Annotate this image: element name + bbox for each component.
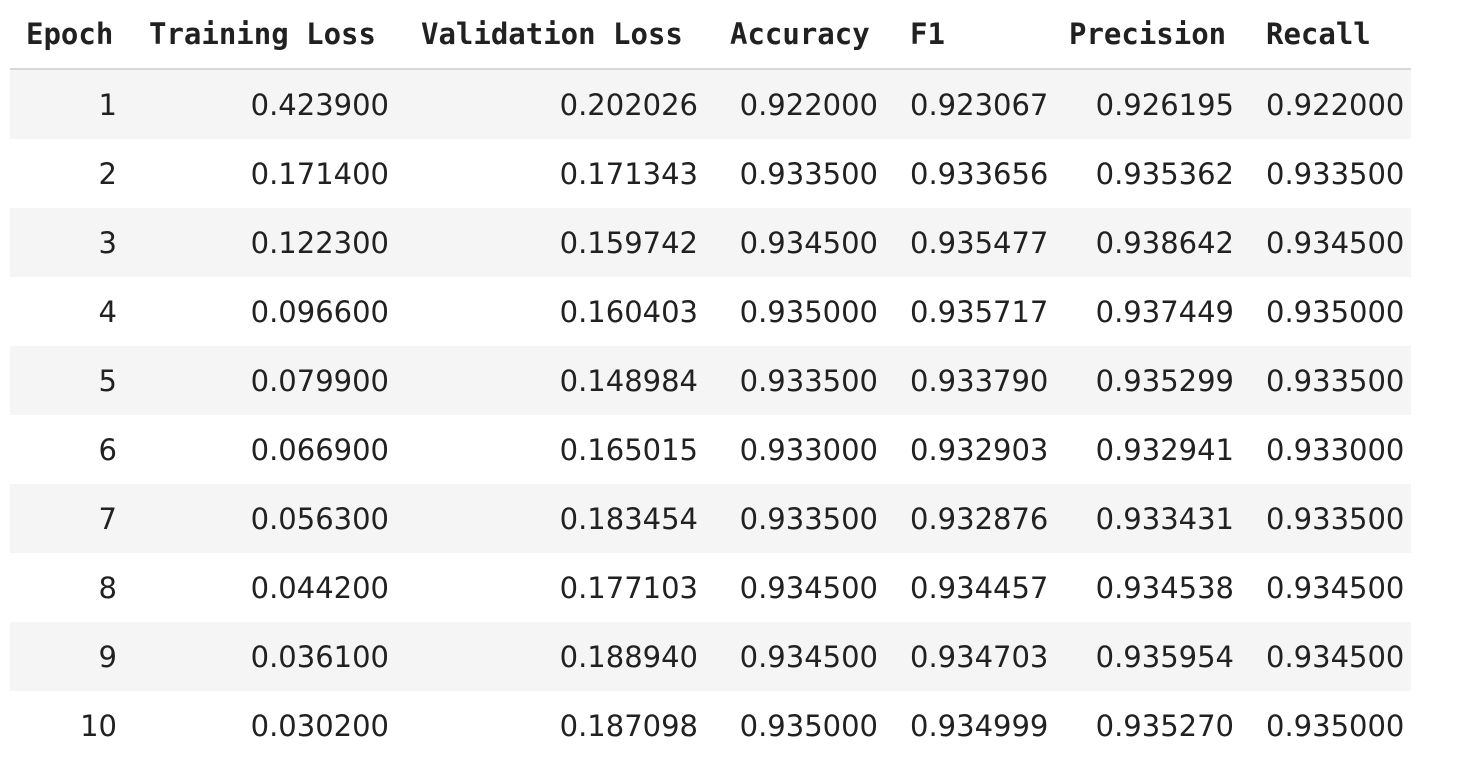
cell-validation-loss: 0.187098 bbox=[405, 691, 714, 760]
cell-f1: 0.933656 bbox=[894, 139, 1053, 208]
table-row: 8 0.044200 0.177103 0.934500 0.934457 0.… bbox=[10, 553, 1411, 622]
table-header-row: Epoch Training Loss Validation Loss Accu… bbox=[10, 0, 1411, 70]
table-row: 9 0.036100 0.188940 0.934500 0.934703 0.… bbox=[10, 622, 1411, 691]
cell-epoch: 7 bbox=[10, 484, 133, 553]
cell-training-loss: 0.030200 bbox=[133, 691, 405, 760]
cell-f1: 0.935477 bbox=[894, 208, 1053, 277]
cell-recall: 0.934500 bbox=[1250, 208, 1411, 277]
cell-validation-loss: 0.148984 bbox=[405, 346, 714, 415]
cell-training-loss: 0.096600 bbox=[133, 277, 405, 346]
cell-accuracy: 0.933500 bbox=[714, 484, 894, 553]
cell-recall: 0.934500 bbox=[1250, 553, 1411, 622]
cell-training-loss: 0.044200 bbox=[133, 553, 405, 622]
cell-epoch: 1 bbox=[10, 69, 133, 139]
cell-recall: 0.933500 bbox=[1250, 139, 1411, 208]
cell-recall: 0.933000 bbox=[1250, 415, 1411, 484]
cell-epoch: 2 bbox=[10, 139, 133, 208]
cell-accuracy: 0.933500 bbox=[714, 346, 894, 415]
cell-validation-loss: 0.159742 bbox=[405, 208, 714, 277]
cell-validation-loss: 0.183454 bbox=[405, 484, 714, 553]
column-header-training-loss: Training Loss bbox=[133, 0, 405, 70]
column-header-accuracy: Accuracy bbox=[714, 0, 894, 70]
cell-f1: 0.934457 bbox=[894, 553, 1053, 622]
table-row: 7 0.056300 0.183454 0.933500 0.932876 0.… bbox=[10, 484, 1411, 553]
cell-epoch: 10 bbox=[10, 691, 133, 760]
metrics-table: Epoch Training Loss Validation Loss Accu… bbox=[10, 0, 1411, 760]
cell-training-loss: 0.079900 bbox=[133, 346, 405, 415]
column-header-precision: Precision bbox=[1053, 0, 1250, 70]
cell-accuracy: 0.935000 bbox=[714, 691, 894, 760]
table-row: 10 0.030200 0.187098 0.935000 0.934999 0… bbox=[10, 691, 1411, 760]
cell-recall: 0.935000 bbox=[1250, 691, 1411, 760]
cell-precision: 0.934538 bbox=[1053, 553, 1250, 622]
cell-precision: 0.935954 bbox=[1053, 622, 1250, 691]
cell-epoch: 5 bbox=[10, 346, 133, 415]
cell-validation-loss: 0.171343 bbox=[405, 139, 714, 208]
column-header-f1: F1 bbox=[894, 0, 1053, 70]
column-header-recall: Recall bbox=[1250, 0, 1411, 70]
cell-recall: 0.933500 bbox=[1250, 484, 1411, 553]
column-header-epoch: Epoch bbox=[10, 0, 133, 70]
column-header-validation-loss: Validation Loss bbox=[405, 0, 714, 70]
cell-accuracy: 0.934500 bbox=[714, 553, 894, 622]
cell-precision: 0.935299 bbox=[1053, 346, 1250, 415]
cell-epoch: 9 bbox=[10, 622, 133, 691]
cell-validation-loss: 0.160403 bbox=[405, 277, 714, 346]
cell-recall: 0.934500 bbox=[1250, 622, 1411, 691]
cell-training-loss: 0.423900 bbox=[133, 69, 405, 139]
cell-epoch: 4 bbox=[10, 277, 133, 346]
cell-precision: 0.933431 bbox=[1053, 484, 1250, 553]
cell-validation-loss: 0.165015 bbox=[405, 415, 714, 484]
cell-accuracy: 0.933000 bbox=[714, 415, 894, 484]
cell-epoch: 3 bbox=[10, 208, 133, 277]
cell-precision: 0.932941 bbox=[1053, 415, 1250, 484]
cell-epoch: 8 bbox=[10, 553, 133, 622]
table-row: 5 0.079900 0.148984 0.933500 0.933790 0.… bbox=[10, 346, 1411, 415]
cell-accuracy: 0.922000 bbox=[714, 69, 894, 139]
cell-recall: 0.935000 bbox=[1250, 277, 1411, 346]
cell-accuracy: 0.934500 bbox=[714, 208, 894, 277]
cell-training-loss: 0.036100 bbox=[133, 622, 405, 691]
cell-precision: 0.935362 bbox=[1053, 139, 1250, 208]
table-row: 4 0.096600 0.160403 0.935000 0.935717 0.… bbox=[10, 277, 1411, 346]
cell-training-loss: 0.171400 bbox=[133, 139, 405, 208]
table-row: 1 0.423900 0.202026 0.922000 0.923067 0.… bbox=[10, 69, 1411, 139]
cell-f1: 0.932876 bbox=[894, 484, 1053, 553]
cell-f1: 0.934999 bbox=[894, 691, 1053, 760]
cell-f1: 0.934703 bbox=[894, 622, 1053, 691]
cell-accuracy: 0.933500 bbox=[714, 139, 894, 208]
cell-validation-loss: 0.177103 bbox=[405, 553, 714, 622]
cell-accuracy: 0.935000 bbox=[714, 277, 894, 346]
cell-training-loss: 0.056300 bbox=[133, 484, 405, 553]
cell-f1: 0.935717 bbox=[894, 277, 1053, 346]
cell-accuracy: 0.934500 bbox=[714, 622, 894, 691]
cell-training-loss: 0.122300 bbox=[133, 208, 405, 277]
cell-recall: 0.922000 bbox=[1250, 69, 1411, 139]
cell-precision: 0.938642 bbox=[1053, 208, 1250, 277]
cell-f1: 0.933790 bbox=[894, 346, 1053, 415]
cell-precision: 0.935270 bbox=[1053, 691, 1250, 760]
cell-recall: 0.933500 bbox=[1250, 346, 1411, 415]
cell-f1: 0.923067 bbox=[894, 69, 1053, 139]
cell-epoch: 6 bbox=[10, 415, 133, 484]
cell-precision: 0.926195 bbox=[1053, 69, 1250, 139]
cell-training-loss: 0.066900 bbox=[133, 415, 405, 484]
table-row: 6 0.066900 0.165015 0.933000 0.932903 0.… bbox=[10, 415, 1411, 484]
cell-f1: 0.932903 bbox=[894, 415, 1053, 484]
cell-validation-loss: 0.202026 bbox=[405, 69, 714, 139]
table-row: 3 0.122300 0.159742 0.934500 0.935477 0.… bbox=[10, 208, 1411, 277]
table-row: 2 0.171400 0.171343 0.933500 0.933656 0.… bbox=[10, 139, 1411, 208]
cell-validation-loss: 0.188940 bbox=[405, 622, 714, 691]
cell-precision: 0.937449 bbox=[1053, 277, 1250, 346]
